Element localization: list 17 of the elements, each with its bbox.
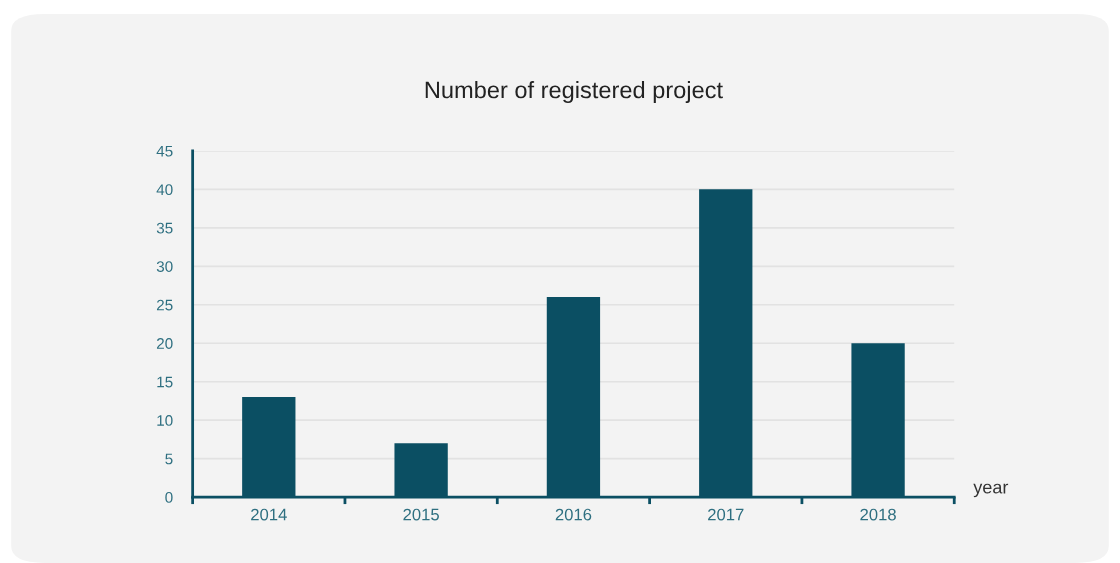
chart-title: Number of registered project (425, 81, 723, 104)
x-tick-label: 2015 (403, 508, 439, 521)
y-tick-label: 20 (156, 338, 173, 349)
x-tick-label: 2017 (708, 508, 744, 521)
y-tick-label: 0 (165, 492, 173, 503)
x-tick-label: 2014 (251, 508, 287, 521)
y-tick-label: 25 (156, 299, 173, 311)
y-tick-label: 30 (156, 261, 173, 272)
y-tick-label: 40 (156, 184, 173, 196)
x-axis-title: year (973, 483, 1009, 498)
y-tick-label: 15 (157, 376, 173, 388)
y-tick-label: 10 (157, 415, 173, 426)
y-tick-label: 45 (156, 145, 173, 157)
x-tick-label: 2018 (860, 508, 896, 521)
x-tick-label: 2016 (555, 508, 592, 521)
y-tick-label: 5 (165, 453, 173, 465)
y-tick-label: 35 (156, 222, 173, 234)
